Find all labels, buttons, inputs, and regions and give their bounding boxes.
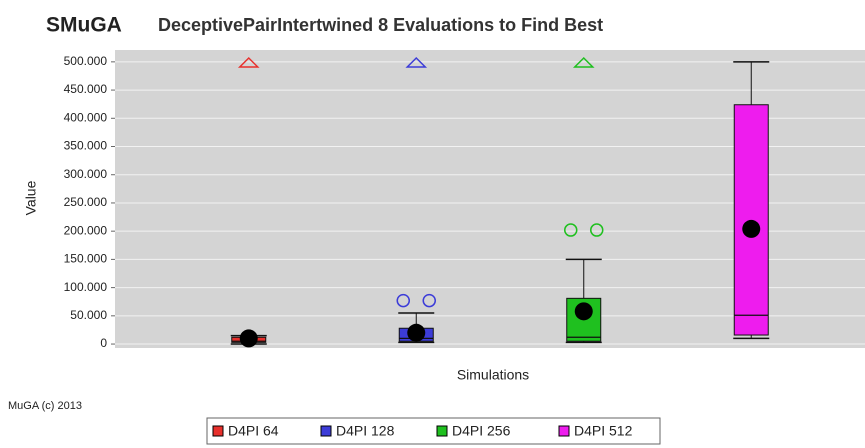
y-axis-label: Value [23,180,39,215]
legend-label: D4PI 256 [452,423,511,439]
legend-swatch [436,425,448,437]
legend-swatch [212,425,224,437]
y-tick-label: 350.000 [64,139,108,153]
far-out-marker [572,56,595,68]
box [733,104,769,336]
mean [239,329,258,348]
y-tick-label: 100.000 [64,280,108,294]
legend-label: D4PI 512 [574,423,633,439]
legend-label: D4PI 128 [336,423,395,439]
legend-swatch [320,425,332,437]
mean [407,323,426,342]
y-tick-label: 450.000 [64,82,108,96]
outlier [422,293,436,308]
outlier [564,223,578,237]
y-tick-label: 0 [100,336,107,350]
x-axis-label: Simulations [457,367,529,383]
y-tick-label: 300.000 [64,167,108,181]
y-tick-label: 500.000 [64,54,108,68]
title-brand: SMuGA [46,14,122,37]
far-out-marker [405,56,428,68]
y-tick-label: 150.000 [64,252,108,266]
chart-title: DeceptivePairIntertwined 8 Evaluations t… [158,15,603,35]
footer: MuGA (c) 2013 [8,400,82,412]
legend-swatch [558,425,570,437]
y-tick-label: 200.000 [64,223,108,237]
legend [206,417,661,445]
y-tick-label: 250.000 [64,195,108,209]
outlier [396,293,410,308]
mean [574,302,593,321]
legend-label: D4PI 64 [228,423,279,439]
mean [742,219,761,238]
y-tick-label: 400.000 [64,110,108,124]
y-tick-label: 50.000 [70,308,107,322]
outlier [590,223,604,237]
far-out-marker [237,56,260,68]
